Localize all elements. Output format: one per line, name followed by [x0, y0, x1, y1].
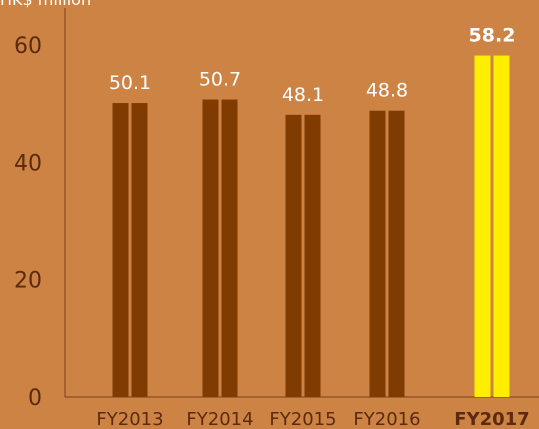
y-tick-label: 0	[28, 386, 42, 411]
value-labels: 50.1 50.7 48.1 48.8 58.2	[109, 25, 516, 106]
x-tick-label-fy2014: FY2014	[186, 409, 253, 429]
bar-segment-left	[113, 103, 129, 397]
bar-segment-right	[389, 111, 405, 397]
x-tick-label-fy2015: FY2015	[269, 409, 336, 429]
bar-fy2017	[475, 56, 510, 397]
bar-segment-right	[494, 56, 510, 397]
bar-fy2014	[203, 100, 238, 397]
bar-fy2015	[286, 115, 321, 397]
bar-segment-left	[475, 56, 491, 397]
bar-fy2013	[113, 103, 148, 397]
x-tick-labels: FY2013 FY2014 FY2015 FY2016 FY2017	[96, 409, 529, 429]
value-label-fy2015: 48.1	[282, 84, 324, 106]
value-label-fy2013: 50.1	[109, 72, 151, 94]
y-tick-label: 60	[14, 34, 42, 59]
bar-segment-right	[132, 103, 148, 397]
bars	[113, 56, 510, 397]
x-tick-label-fy2013: FY2013	[96, 409, 163, 429]
y-axis: 0 20 40 60	[14, 8, 65, 411]
value-label-fy2017: 58.2	[469, 25, 516, 47]
bar-segment-left	[203, 100, 219, 397]
bar-segment-left	[286, 115, 302, 397]
bar-segment-right	[222, 100, 238, 397]
bar-fy2016	[370, 111, 405, 397]
unit-label: HK$ million	[0, 0, 91, 9]
bar-segment-right	[305, 115, 321, 397]
value-label-fy2014: 50.7	[199, 69, 241, 91]
x-tick-label-fy2017: FY2017	[454, 409, 529, 429]
y-tick-label: 20	[14, 269, 42, 294]
x-tick-label-fy2016: FY2016	[353, 409, 420, 429]
value-label-fy2016: 48.8	[366, 80, 408, 102]
y-tick-label: 40	[14, 151, 42, 176]
bar-segment-left	[370, 111, 386, 397]
